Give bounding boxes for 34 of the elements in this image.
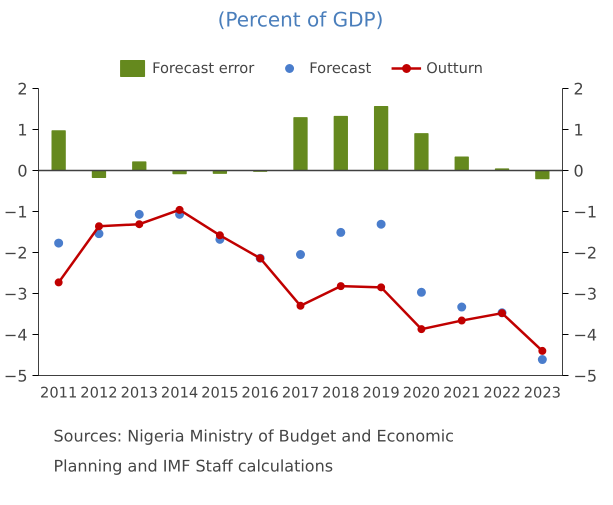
chart-title: (Percent of GDP): [218, 8, 384, 32]
y-tick-label: −1: [4, 202, 28, 222]
x-tick-label: 2019: [362, 384, 400, 402]
source-note: Sources: Nigeria Ministry of Budget and Economic Planning and IMF Staff calculations: [54, 426, 454, 476]
x-tick-label: 2011: [40, 384, 78, 402]
y2-tick-label: −5: [574, 366, 598, 386]
legend-label: Forecast error: [152, 60, 254, 76]
y-tick-label: 0: [17, 162, 28, 180]
x-tick-label: 2012: [80, 384, 118, 402]
y2-tick-label: 0: [574, 162, 584, 180]
x-tick-label: 2013: [120, 384, 158, 402]
y2-tick-label: 2: [574, 80, 584, 98]
x-tick-label: 2018: [322, 384, 360, 402]
x-tick-label: 2020: [402, 384, 440, 402]
y2-tick-label: −3: [574, 284, 598, 304]
x-tick-label: 2017: [282, 384, 320, 402]
y-tick-label: −3: [4, 284, 28, 304]
y2-tick-label: −2: [574, 244, 598, 262]
x-tick-label: 2016: [242, 384, 279, 402]
y2-tick-label: 1: [574, 120, 584, 140]
y2-tick-label: −1: [574, 202, 598, 222]
legend-label: Forecast: [309, 60, 372, 76]
y-tick-label: −5: [4, 366, 28, 386]
x-tick-label: 2021: [443, 384, 480, 402]
y-tick-label: −4: [4, 326, 28, 344]
y2-tick-label: −4: [574, 326, 598, 344]
y-tick-label: −2: [4, 244, 28, 262]
y-tick-label: 1: [17, 120, 28, 140]
x-tick-label: 2022: [483, 384, 521, 402]
x-tick-label: 2023: [524, 384, 562, 402]
x-tick-label: 2015: [201, 384, 239, 402]
y-tick-label: 2: [17, 80, 28, 98]
x-tick-label: 2014: [160, 384, 198, 402]
legend-label: Outturn: [426, 60, 483, 76]
